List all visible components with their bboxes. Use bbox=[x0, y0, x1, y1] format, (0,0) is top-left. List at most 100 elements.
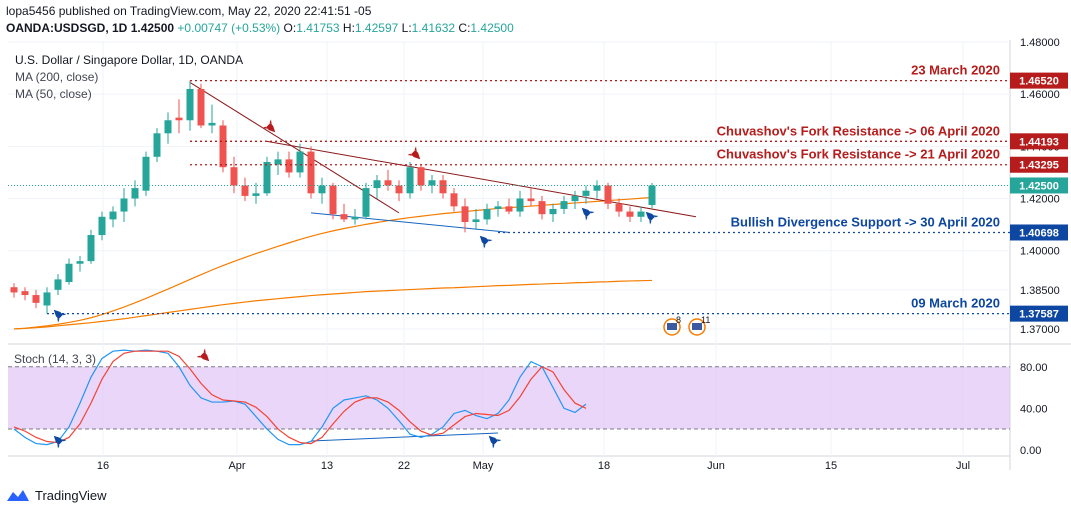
event-count: 11 bbox=[701, 315, 710, 325]
candle-body bbox=[274, 159, 282, 165]
candle-body bbox=[527, 198, 535, 202]
candle-body bbox=[32, 295, 40, 303]
bull-signal-icon bbox=[53, 435, 67, 449]
last-price: 1.42500 bbox=[130, 21, 175, 35]
ma200-legend[interactable]: MA (200, close) bbox=[15, 70, 99, 84]
flag-icon bbox=[667, 323, 677, 330]
candle-body bbox=[604, 185, 612, 204]
level-price-box bbox=[1010, 133, 1068, 150]
candle-body bbox=[472, 219, 480, 222]
bull-signal-icon bbox=[581, 207, 595, 221]
time-tick-label: Jul bbox=[956, 460, 970, 472]
high-label: H: bbox=[342, 21, 355, 35]
candle-body bbox=[186, 88, 194, 121]
price-tick-label: 1.38500 bbox=[1020, 285, 1060, 297]
candle-body bbox=[549, 208, 557, 215]
stoch-tick-label: 0.00 bbox=[1020, 445, 1041, 457]
symbol-label: OANDA:USDSGD, 1D bbox=[6, 21, 128, 35]
candle-body bbox=[351, 216, 359, 220]
candle-body bbox=[296, 151, 304, 173]
candle-body bbox=[208, 122, 216, 126]
candle-body bbox=[197, 88, 205, 126]
current-price-box bbox=[1010, 177, 1068, 194]
ma50-line bbox=[13, 196, 653, 330]
candle-body bbox=[626, 211, 634, 217]
candle-body bbox=[494, 206, 502, 209]
time-tick-label: May bbox=[473, 460, 494, 472]
candle-body bbox=[65, 263, 73, 282]
candle-body bbox=[395, 185, 403, 194]
time-tick-label: 22 bbox=[398, 460, 410, 472]
bull-signal-icon bbox=[645, 211, 659, 225]
candle-body bbox=[175, 117, 183, 121]
flag-icon bbox=[692, 323, 702, 330]
bull-signal-icon bbox=[488, 435, 502, 449]
high-value: 1.42597 bbox=[354, 21, 399, 35]
candle-body bbox=[21, 291, 29, 296]
bull-signal-icon bbox=[479, 235, 493, 249]
candle-body bbox=[483, 208, 491, 220]
bear-signal-icon bbox=[262, 119, 276, 133]
candle-body bbox=[252, 193, 260, 196]
candle-body bbox=[120, 198, 128, 212]
level-label: Bullish Divergence Support -> 30 April 2… bbox=[731, 214, 1000, 229]
stoch-tick-label: 40.00 bbox=[1020, 403, 1048, 415]
candle-body bbox=[131, 188, 139, 199]
time-tick-label: Apr bbox=[228, 460, 245, 472]
price-change: +0.00747 (+0.53%) bbox=[177, 21, 281, 35]
ohlc-header: OANDA:USDSGD, 1D 1.42500 +0.00747 (+0.53… bbox=[6, 21, 514, 35]
candle-body bbox=[439, 180, 447, 194]
low-label: L: bbox=[401, 21, 412, 35]
candle-body bbox=[428, 180, 436, 186]
footer-brand[interactable]: TradingView bbox=[6, 487, 107, 503]
candle-body bbox=[98, 216, 106, 236]
candle-body bbox=[538, 201, 546, 215]
level-price-box bbox=[1010, 72, 1068, 89]
candle-body bbox=[241, 185, 249, 196]
candle-body bbox=[307, 151, 315, 194]
close-label: C: bbox=[458, 21, 471, 35]
candle-body bbox=[648, 185, 656, 205]
candle-body bbox=[384, 180, 392, 186]
ma200-line bbox=[13, 279, 653, 330]
stoch-legend[interactable]: Stoch (14, 3, 3) bbox=[14, 352, 97, 366]
time-tick-label: Jun bbox=[707, 460, 725, 472]
ma50-legend[interactable]: MA (50, close) bbox=[15, 87, 92, 101]
price-tick-label: 1.46000 bbox=[1020, 89, 1060, 101]
candle-body bbox=[593, 185, 601, 191]
footer-brand-label: TradingView bbox=[35, 487, 107, 503]
candle-body bbox=[417, 167, 425, 186]
candle-body bbox=[76, 261, 84, 264]
publish-info: lopa5456 published on TradingView.com, M… bbox=[6, 4, 372, 18]
tradingview-logo-icon bbox=[7, 490, 29, 501]
candle-body bbox=[450, 193, 458, 207]
candle-body bbox=[10, 287, 18, 293]
candle-body bbox=[516, 198, 524, 212]
level-price-box bbox=[1010, 305, 1068, 322]
candle-body bbox=[637, 211, 645, 217]
time-tick-label: 18 bbox=[598, 460, 610, 472]
level-price-box bbox=[1010, 224, 1068, 241]
candle-body bbox=[54, 279, 62, 290]
stoch-divergence-line bbox=[310, 432, 499, 442]
candle-body bbox=[505, 206, 513, 212]
stoch-tick-label: 80.00 bbox=[1020, 362, 1048, 374]
bear-signal-icon bbox=[196, 348, 210, 362]
stoch-d-line bbox=[13, 350, 587, 445]
candle-body bbox=[560, 201, 568, 209]
level-price-label: 1.43295 bbox=[1019, 160, 1059, 172]
level-label: 23 March 2020 bbox=[911, 63, 1000, 78]
candle-body bbox=[153, 133, 161, 157]
open-value: 1.41753 bbox=[296, 21, 340, 35]
price-tick-label: 1.48000 bbox=[1020, 37, 1060, 49]
candle-body bbox=[329, 185, 337, 215]
candle-body bbox=[373, 180, 381, 189]
candle-body bbox=[340, 214, 348, 220]
candle-body bbox=[263, 162, 271, 194]
candle-body bbox=[318, 185, 326, 194]
candle-body bbox=[142, 156, 150, 191]
candle-body bbox=[461, 206, 469, 222]
close-value: 1.42500 bbox=[470, 21, 514, 35]
time-tick-label: 15 bbox=[825, 460, 837, 472]
